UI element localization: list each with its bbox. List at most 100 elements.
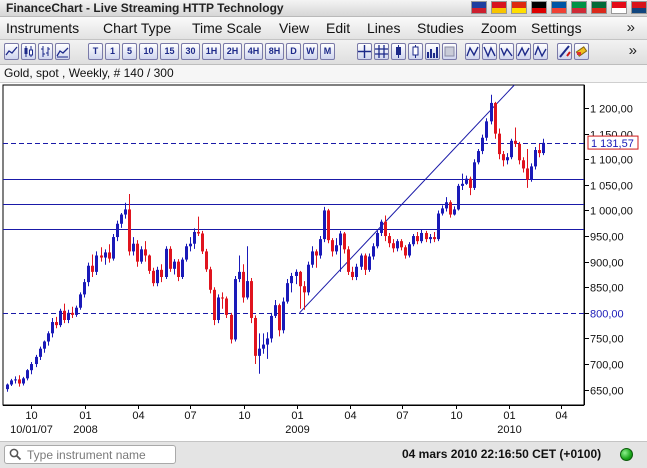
- menu-lines[interactable]: Lines: [367, 20, 401, 36]
- scale-button-monthly[interactable]: M: [320, 43, 335, 60]
- candle-body: [258, 348, 261, 356]
- wave-button[interactable]: [533, 43, 548, 60]
- candle-body: [514, 140, 517, 144]
- italy-flag-icon[interactable]: [571, 1, 587, 14]
- candlestick-chart-button[interactable]: [21, 43, 36, 60]
- candlestick-chart[interactable]: 1 200,001 150,001 100,001 050,001 000,00…: [0, 83, 647, 441]
- candle-body: [35, 356, 38, 365]
- candle-body: [39, 348, 42, 357]
- zoom-select-button[interactable]: [442, 43, 457, 60]
- czech-flag-icon[interactable]: [631, 1, 647, 14]
- candle-up-button[interactable]: [391, 43, 406, 60]
- trend-line-0: [299, 84, 515, 314]
- candle-body: [173, 261, 176, 269]
- scale-button-1h[interactable]: 1H: [202, 43, 221, 60]
- candle-body: [209, 269, 212, 290]
- area-chart-button[interactable]: [55, 43, 70, 60]
- candle-body: [437, 213, 440, 240]
- line-chart-button[interactable]: [4, 43, 19, 60]
- eraser-button[interactable]: [574, 43, 589, 60]
- x-tick-label: 10: [450, 410, 462, 422]
- x-tick-sublabel: 10/01/07: [10, 424, 53, 436]
- menu-edit[interactable]: Edit: [326, 20, 351, 36]
- france-flag-icon[interactable]: [551, 1, 567, 14]
- scale-button-weekly[interactable]: W: [303, 43, 318, 60]
- candle-body: [140, 249, 143, 262]
- candle-body: [148, 255, 151, 271]
- candle-body: [55, 322, 58, 326]
- scale-button-1min[interactable]: 1: [105, 43, 120, 60]
- scale-button-8h[interactable]: 8H: [265, 43, 284, 60]
- candle-body: [404, 247, 407, 256]
- candle-body: [124, 209, 127, 215]
- histogram-button[interactable]: [425, 43, 440, 60]
- candle-body: [384, 221, 387, 237]
- menu-zoom[interactable]: Zoom: [481, 20, 517, 36]
- candle-body: [10, 380, 13, 385]
- candle-body: [71, 312, 74, 315]
- candle-body: [26, 370, 29, 379]
- menu-view[interactable]: View: [279, 20, 310, 36]
- connection-status-icon: [620, 448, 633, 461]
- candle-body: [262, 344, 265, 349]
- x-tick-label: 07: [396, 410, 408, 422]
- candle-body: [368, 256, 371, 270]
- scale-button-15min[interactable]: 15: [160, 43, 179, 60]
- turkey-flag-icon[interactable]: [611, 1, 627, 14]
- candle-body: [388, 236, 391, 244]
- scale-button-10min[interactable]: 10: [139, 43, 158, 60]
- candle-down-button[interactable]: [408, 43, 423, 60]
- candle-body: [327, 210, 330, 241]
- instrument-search-input[interactable]: [27, 447, 171, 462]
- fan-button[interactable]: [516, 43, 531, 60]
- chart-area[interactable]: 1 200,00 1 150,00 1 100,00 1 050,00 1 000,00…: [0, 83, 647, 441]
- candle-body: [542, 142, 545, 154]
- scale-button-daily[interactable]: D: [286, 43, 301, 60]
- candle-body: [225, 298, 228, 315]
- candle-body: [526, 168, 529, 180]
- candle-body: [177, 261, 180, 277]
- scale-button-5min[interactable]: 5: [122, 43, 137, 60]
- candle-body: [331, 240, 334, 252]
- crosshair-button[interactable]: [357, 43, 372, 60]
- scale-button-4h[interactable]: 4H: [244, 43, 263, 60]
- candle-body: [193, 231, 196, 244]
- candle-body: [282, 301, 285, 331]
- scale-button-tick[interactable]: T: [88, 43, 103, 60]
- germany-flag-icon[interactable]: [531, 1, 547, 14]
- instrument-search-box[interactable]: [4, 445, 176, 464]
- candle-body: [270, 315, 273, 339]
- menu-overflow-button[interactable]: »: [626, 19, 635, 36]
- bar-chart-button[interactable]: [38, 43, 53, 60]
- candle-body: [246, 281, 249, 298]
- scale-button-30min[interactable]: 30: [181, 43, 200, 60]
- menu-settings[interactable]: Settings: [531, 20, 582, 36]
- uk-flag-icon[interactable]: [471, 1, 487, 14]
- menu-instruments[interactable]: Instruments: [6, 20, 80, 36]
- pencil-button[interactable]: [557, 43, 572, 60]
- scale-button-2h[interactable]: 2H: [223, 43, 242, 60]
- candle-body: [286, 283, 289, 302]
- candle-body: [522, 160, 525, 169]
- channel-button[interactable]: [482, 43, 497, 60]
- candle-body: [453, 209, 456, 215]
- fibonacci-button[interactable]: [499, 43, 514, 60]
- candle-body: [477, 151, 480, 163]
- spain-flag-icon[interactable]: [491, 1, 507, 14]
- candle-body: [18, 379, 21, 384]
- candle-body: [79, 294, 82, 308]
- menu-time-scale[interactable]: Time Scale: [192, 20, 262, 36]
- candle-body: [319, 239, 322, 256]
- candle-body: [343, 233, 346, 250]
- grid-button[interactable]: [374, 43, 389, 60]
- menu-chart-type[interactable]: Chart Type: [103, 20, 172, 36]
- toolbar-overflow-button[interactable]: »: [628, 42, 637, 59]
- candle-body: [221, 297, 224, 299]
- portugal-flag-icon[interactable]: [591, 1, 607, 14]
- candle-body: [465, 178, 468, 184]
- china-flag-icon[interactable]: [511, 1, 527, 14]
- candle-body: [278, 305, 281, 331]
- trend-line-button[interactable]: [465, 43, 480, 60]
- menu-studies[interactable]: Studies: [417, 20, 464, 36]
- candle-body: [242, 271, 245, 298]
